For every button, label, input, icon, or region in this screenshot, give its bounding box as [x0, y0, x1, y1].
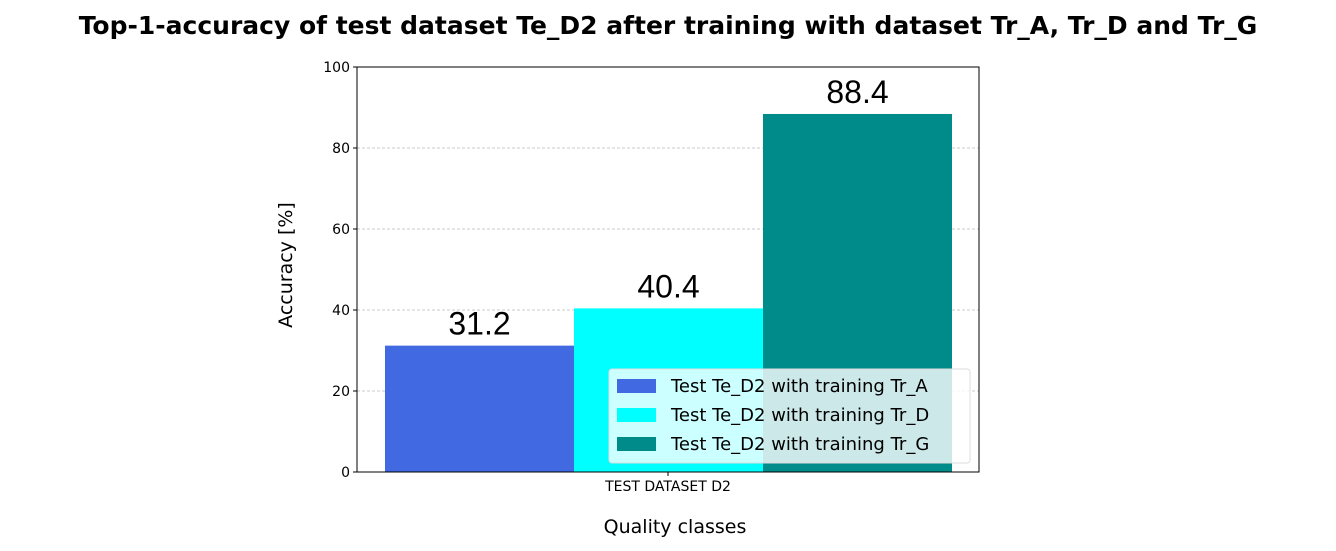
y-tick-label: 60: [332, 222, 350, 238]
legend: Test Te_D2 with training Tr_A Test Te_D2 …: [608, 368, 971, 464]
y-tick-label: 40: [332, 303, 350, 319]
y-tick-label: 0: [341, 465, 350, 481]
x-tick-label: TEST DATASET D2: [604, 479, 731, 495]
y-axis-label: Accuracy [%]: [275, 202, 297, 328]
bar-value-label: 31.2: [448, 306, 510, 342]
chart-title: Top-1-accuracy of test dataset Te_D2 aft…: [79, 11, 1258, 40]
x-axis-label: Quality classes: [604, 516, 747, 538]
legend-label: Test Te_D2 with training Tr_D: [670, 405, 929, 426]
legend-swatch: [617, 379, 656, 393]
y-tick-label: 100: [323, 60, 350, 76]
bar-value-label: 40.4: [637, 268, 699, 304]
legend-box: [608, 368, 971, 464]
y-tick-label: 80: [332, 141, 350, 157]
legend-swatch: [617, 408, 656, 422]
bar-value-label: 88.4: [826, 74, 888, 110]
legend-label: Test Te_D2 with training Tr_G: [670, 434, 929, 455]
legend-label: Test Te_D2 with training Tr_A: [670, 376, 928, 397]
legend-swatch: [617, 437, 656, 451]
bar: [385, 345, 574, 472]
y-tick-label: 20: [332, 384, 350, 400]
